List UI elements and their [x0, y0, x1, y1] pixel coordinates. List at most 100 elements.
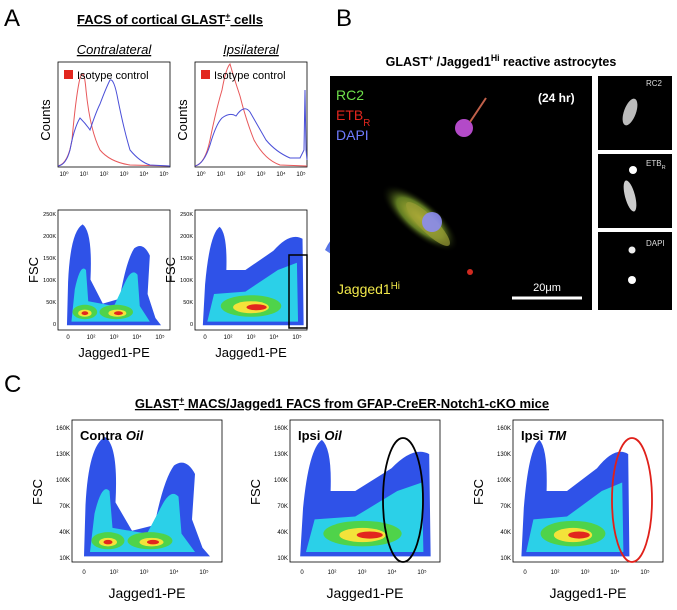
y-tick-label: 10K — [500, 556, 511, 562]
y-axis-label: FSC — [163, 257, 178, 283]
density-plot-contralateral — [57, 209, 171, 331]
text-span: + — [225, 11, 230, 21]
text-span: 130K — [274, 452, 288, 458]
text-span: 130K — [56, 452, 70, 458]
density-plot-contra-oil — [71, 419, 223, 563]
text-span: DAPI — [336, 127, 369, 143]
micrograph — [330, 76, 592, 310]
text-span: 100K — [274, 478, 288, 484]
y-tick-label: 70K — [59, 504, 70, 510]
y-tick-label: 150K — [43, 256, 56, 262]
legend-swatch — [201, 70, 210, 79]
text-span: 10⁴ — [387, 569, 397, 576]
text-span: 250K — [180, 212, 193, 218]
text-span: 10K — [500, 556, 511, 562]
column-heading: Contralateral — [77, 42, 153, 57]
text-span: 10⁵ — [159, 171, 169, 178]
text-span: 10⁵ — [155, 334, 165, 341]
y-tick-label: 10K — [277, 556, 288, 562]
x-tick-label: 10⁴ — [276, 171, 286, 178]
x-tick-label: 10⁵ — [417, 569, 427, 576]
y-tick-label: 100K — [43, 278, 56, 284]
panel-letter: B — [336, 5, 352, 32]
panel-letter: A — [4, 5, 20, 32]
text-span: FSC — [163, 257, 178, 283]
text-span: Jagged1-PE — [549, 585, 626, 601]
side-panel-label: ETBR — [646, 159, 666, 171]
y-tick-label: 0 — [53, 322, 56, 328]
text-span: 10² — [110, 570, 119, 576]
gate-box — [288, 254, 308, 329]
x-tick-label: 10⁴ — [132, 334, 142, 341]
legend-label: Isotype control — [77, 70, 149, 82]
text-span: FSC — [26, 257, 41, 283]
text-span: Oil — [324, 428, 342, 443]
text-span: R — [363, 118, 370, 129]
text-span: 0 — [82, 570, 86, 576]
text-span: /Jagged1 — [433, 55, 491, 69]
text-span: cells — [230, 12, 263, 27]
x-tick-label: 10⁴ — [610, 569, 620, 576]
y-tick-label: 200K — [43, 234, 56, 240]
x-tick-label: 10⁵ — [296, 171, 306, 178]
text-span: 0 — [203, 335, 207, 341]
gate-oval — [611, 437, 653, 563]
text-span: 10² — [551, 570, 560, 576]
scale-bar-label: 20μm — [533, 282, 561, 294]
text-span: 10³ — [581, 570, 590, 576]
y-axis-label: FSC — [26, 257, 41, 283]
legend-label: Isotype control — [214, 70, 286, 82]
text-span: 130K — [497, 452, 511, 458]
text-span: FSC — [30, 479, 45, 505]
y-tick-label: 160K — [274, 426, 288, 432]
x-tick-label: 10³ — [358, 570, 367, 576]
x-tick-label: 10⁵ — [155, 334, 165, 341]
text-span: FSC — [248, 479, 263, 505]
text-span: 10¹ — [217, 172, 226, 178]
text-span: C — [4, 371, 21, 398]
x-tick-label: 10³ — [110, 335, 119, 341]
text-span: 10¹ — [80, 172, 89, 178]
x-tick-label: 10² — [237, 172, 246, 178]
y-tick-label: 100K — [180, 278, 193, 284]
x-tick-label: 10² — [328, 570, 337, 576]
density-plot-ipsilateral — [194, 209, 308, 331]
text-span: 10² — [87, 335, 96, 341]
text-span: Contralateral — [77, 42, 153, 57]
x-tick-label: 10⁵ — [640, 569, 650, 576]
x-axis-label: Jagged1-PE — [78, 345, 150, 360]
density-plot-ipsi-oil — [289, 419, 441, 563]
x-axis-label: Jagged1-PE — [549, 585, 626, 601]
y-tick-label: 50K — [183, 300, 193, 306]
text-span: TM — [547, 428, 567, 443]
text-span: 50K — [183, 300, 193, 306]
time-label: (24 hr) — [538, 91, 575, 105]
side-panel-label: RC2 — [646, 79, 663, 88]
histogram-contralateral — [57, 61, 171, 168]
plot-label: Ipsi Oil — [298, 428, 342, 443]
text-span: FSC — [471, 479, 486, 505]
y-tick-label: 130K — [56, 452, 70, 458]
text-span: 10³ — [120, 172, 129, 178]
x-tick-label: 10¹ — [217, 172, 226, 178]
text-span: 50K — [46, 300, 56, 306]
y-tick-label: 150K — [180, 256, 193, 262]
x-tick-label: 10¹ — [80, 172, 89, 178]
text-span: Isotype control — [77, 70, 149, 82]
text-span: 160K — [497, 426, 511, 432]
y-tick-label: 200K — [180, 234, 193, 240]
text-span: GLAST — [386, 55, 429, 69]
panel-title: FACS of cortical GLAST+ cells — [77, 11, 263, 27]
y-tick-label: 40K — [277, 530, 288, 536]
marker-label: Jagged1Hi — [337, 281, 400, 298]
text-span: RC2 — [336, 87, 364, 103]
x-axis-label: Jagged1-PE — [326, 585, 403, 601]
text-span: 10³ — [257, 172, 266, 178]
x-tick-label: 10² — [87, 335, 96, 341]
text-span: Isotype control — [214, 70, 286, 82]
panel-title: GLAST+ /Jagged1Hi reactive astrocytes — [386, 53, 617, 69]
text-span: + — [179, 395, 184, 405]
text-span: 70K — [500, 504, 511, 510]
text-span: RC2 — [646, 79, 663, 88]
